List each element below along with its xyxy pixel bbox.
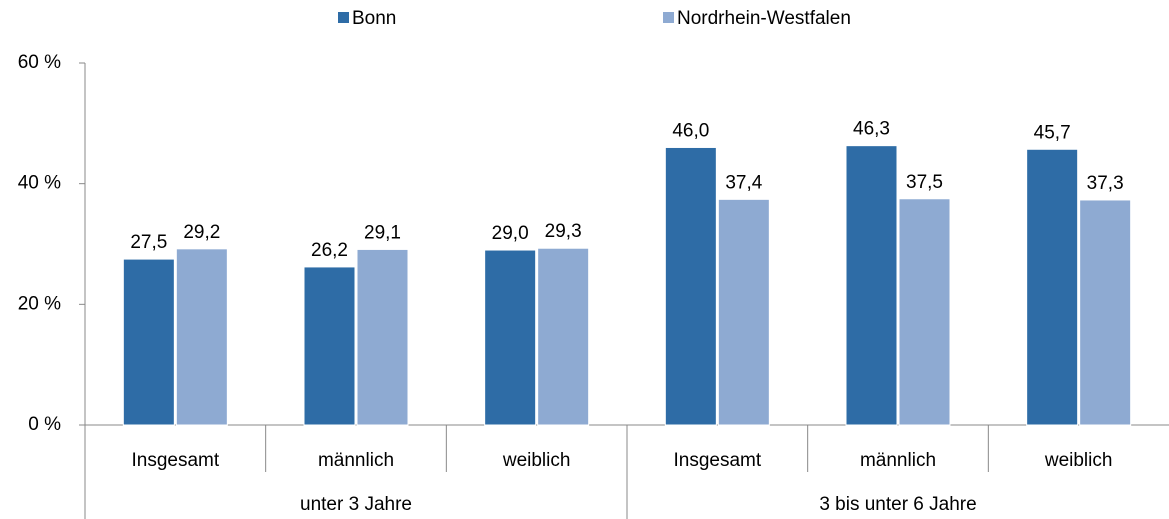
bar (484, 249, 537, 426)
legend-label: Nordrhein-Westfalen (677, 8, 851, 29)
bar (717, 198, 770, 426)
bar (303, 266, 356, 426)
y-tick-label: 60 % (18, 52, 61, 73)
data-label: 46,3 (853, 119, 890, 140)
data-label: 37,3 (1087, 173, 1124, 194)
y-tick-label: 0 % (28, 414, 61, 435)
data-label: 29,2 (183, 222, 220, 243)
bar (122, 258, 175, 426)
bar (845, 145, 898, 426)
data-label: 37,5 (906, 172, 943, 193)
bar (537, 247, 590, 426)
group-label: unter 3 Jahre (300, 494, 412, 515)
data-label: 27,5 (130, 232, 167, 253)
legend-label: Bonn (352, 8, 396, 29)
y-tick-label: 40 % (18, 173, 61, 194)
x-tick-label: Insgesamt (132, 450, 220, 471)
bar (898, 198, 951, 426)
legend-swatch (338, 12, 349, 23)
data-label: 26,2 (311, 240, 348, 261)
x-tick-label: weiblich (1044, 450, 1113, 471)
legend-swatch (663, 12, 674, 23)
bar (356, 248, 409, 426)
data-label: 37,4 (725, 172, 762, 193)
data-label: 45,7 (1034, 122, 1071, 143)
bar (664, 146, 717, 426)
data-label: 29,1 (364, 222, 401, 243)
x-tick-label: Insgesamt (674, 450, 762, 471)
data-label: 46,0 (672, 120, 709, 141)
group-label: 3 bis unter 6 Jahre (819, 494, 976, 515)
y-tick-label: 20 % (18, 293, 61, 314)
x-tick-label: männlich (860, 450, 936, 471)
x-tick-label: männlich (318, 450, 394, 471)
data-label: 29,0 (492, 223, 529, 244)
bar (1079, 199, 1132, 426)
bar (175, 248, 228, 426)
data-label: 29,3 (545, 221, 582, 242)
bar (1026, 148, 1079, 426)
x-tick-label: weiblich (502, 450, 571, 471)
